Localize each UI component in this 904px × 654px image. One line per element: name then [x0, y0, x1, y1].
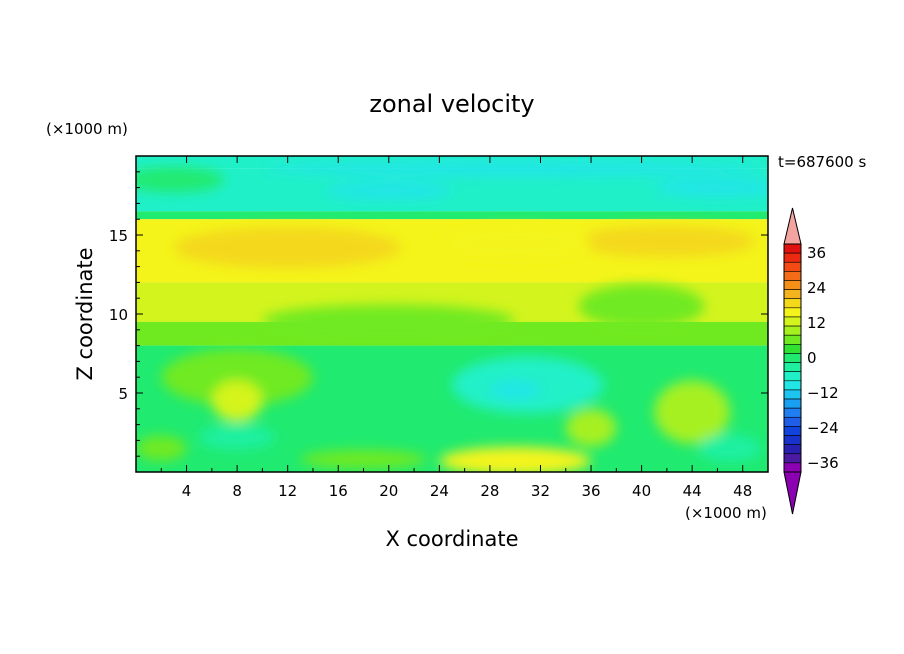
field-feature-13 — [199, 424, 276, 450]
y-axis-label: Z coordinate — [73, 247, 97, 380]
colorbar-box — [783, 426, 802, 436]
colorbar-box — [783, 289, 802, 300]
field-feature-15 — [654, 380, 731, 444]
x-tick-label: 40 — [632, 482, 651, 500]
chart-title: zonal velocity — [369, 90, 534, 118]
field-feature-8 — [262, 304, 516, 337]
colorbar: 36 24 12 0 −12 −24 −36 — [783, 207, 839, 515]
field-feature-0 — [173, 227, 402, 269]
colorbar-box — [783, 325, 802, 336]
x-tick-label: 48 — [733, 482, 752, 500]
colorbar-box — [783, 298, 802, 309]
colorbar-box — [783, 380, 802, 391]
colorbar-top-triangle — [783, 207, 802, 245]
field-feature-14 — [565, 408, 617, 447]
colorbar-box — [783, 307, 802, 318]
colorbar-box — [783, 407, 802, 418]
velocity-field — [136, 156, 768, 472]
colorbar-tick-label: −12 — [807, 384, 839, 402]
x-axis-label: X coordinate — [385, 527, 518, 551]
field-feature-9 — [161, 348, 313, 406]
field-feature-4 — [262, 160, 768, 177]
x-tick-label: 4 — [182, 482, 192, 500]
x-tick-label: 44 — [683, 482, 702, 500]
x-tick-label: 32 — [531, 482, 550, 500]
field-feature-3 — [136, 167, 225, 193]
y-unit-label: (×1000 m) — [46, 120, 128, 138]
colorbar-box — [783, 353, 802, 363]
y-tick-label: 5 — [118, 385, 128, 403]
field-feature-18 — [136, 435, 187, 461]
field-feature-5 — [654, 178, 768, 198]
x-tick-label: 8 — [232, 482, 242, 500]
colorbar-tick-label: 24 — [807, 279, 826, 297]
x-tick-label: 20 — [379, 482, 398, 500]
colorbar-bottom-triangle — [783, 471, 802, 515]
x-tick-label: 36 — [581, 482, 600, 500]
colorbar-box — [783, 252, 802, 263]
colorbar-tick-label: 36 — [807, 244, 826, 262]
colorbar-box — [783, 416, 802, 427]
x-unit-label: (×1000 m) — [685, 504, 767, 522]
colorbar-box — [783, 453, 802, 464]
field-feature-12 — [211, 380, 263, 422]
colorbar-box — [783, 444, 802, 455]
field-feature-7 — [578, 283, 705, 329]
y-axis: 5 10 15 — [109, 171, 768, 457]
colorbar-box — [783, 389, 802, 400]
colorbar-tick-label: −24 — [807, 419, 839, 437]
x-tick-label: 16 — [329, 482, 348, 500]
colorbar-tick-label: 12 — [807, 314, 826, 332]
field-band-2 — [136, 211, 768, 220]
x-axis: 4 8 12 16 20 24 28 32 36 40 44 48 — [160, 156, 752, 500]
x-tick-label: 28 — [480, 482, 499, 500]
y-tick-label: 10 — [109, 306, 128, 324]
field-feature-2 — [439, 227, 592, 259]
colorbar-tick-label: −36 — [807, 454, 839, 472]
colorbar-box — [783, 462, 802, 473]
colorbar-box — [783, 362, 802, 372]
field-feature-6 — [325, 181, 452, 201]
field-feature-17 — [300, 449, 427, 469]
colorbar-box — [783, 316, 802, 327]
field-feature-19 — [698, 434, 762, 463]
colorbar-box — [783, 371, 802, 382]
colorbar-box — [783, 280, 802, 290]
field-feature-11 — [489, 380, 541, 400]
y-tick-label: 15 — [109, 227, 128, 245]
x-tick-label: 24 — [430, 482, 449, 500]
colorbar-box — [783, 344, 802, 354]
colorbar-box — [783, 435, 802, 445]
colorbar-box — [783, 271, 802, 281]
colorbar-box — [783, 334, 802, 345]
x-tick-label: 12 — [278, 482, 297, 500]
field-feature-1 — [578, 225, 756, 258]
field-texture — [136, 160, 768, 472]
colorbar-box — [783, 243, 802, 254]
colorbar-tick-label: 0 — [807, 349, 817, 367]
colorbar-box — [783, 398, 802, 409]
time-label: t=687600 s — [778, 153, 866, 171]
field-feature-16 — [439, 446, 592, 472]
colorbar-frame — [783, 243, 802, 473]
colorbar-box — [783, 261, 802, 272]
